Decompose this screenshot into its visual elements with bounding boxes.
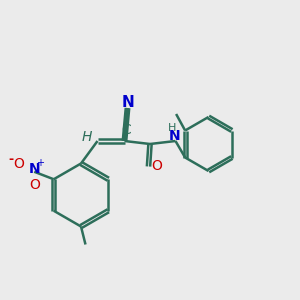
Text: N: N: [169, 129, 181, 142]
Text: O: O: [13, 157, 24, 171]
Text: O: O: [29, 178, 40, 192]
Text: C: C: [121, 123, 131, 136]
Text: N: N: [122, 95, 134, 110]
Text: H: H: [168, 123, 177, 134]
Text: +: +: [36, 158, 44, 168]
Text: H: H: [82, 130, 92, 144]
Text: N: N: [28, 162, 40, 176]
Text: O: O: [152, 160, 162, 173]
Text: -: -: [8, 153, 14, 166]
